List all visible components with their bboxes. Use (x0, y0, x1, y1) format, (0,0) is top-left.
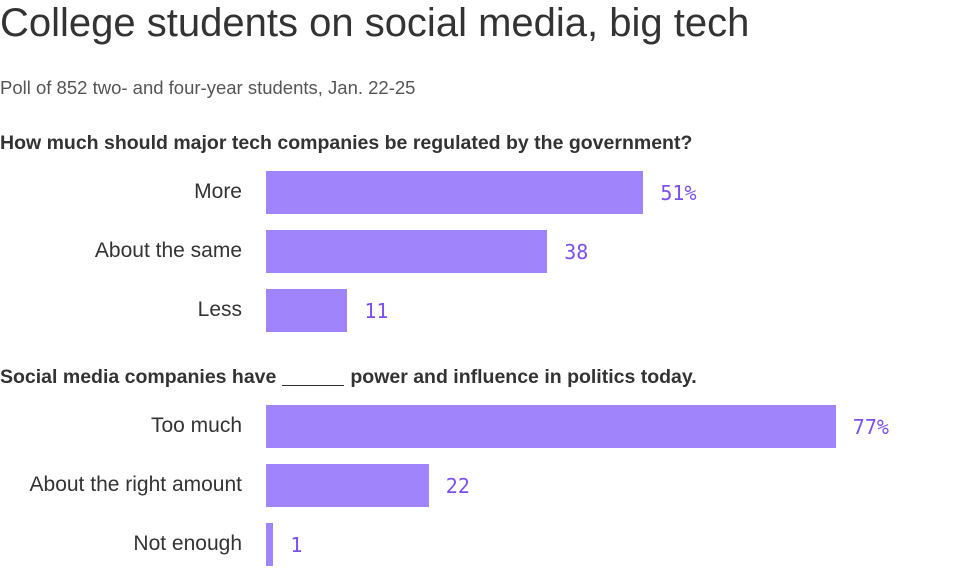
bar (266, 405, 836, 448)
category-label: More (194, 180, 242, 203)
value-label: 51% (660, 181, 697, 205)
value-label: 77% (852, 415, 889, 439)
bar (266, 523, 274, 566)
value-label: 1 (290, 533, 303, 557)
chart-subtitle: Poll of 852 two- and four-year students,… (0, 77, 416, 98)
category-label: Too much (150, 414, 242, 437)
category-label: About the same (94, 239, 242, 262)
value-label: 11 (364, 299, 389, 323)
chart-title: College students on social media, big te… (0, 1, 750, 45)
bar (266, 289, 348, 332)
question-2-title-start: Social media companies have (0, 366, 277, 388)
bar-chart-political-influence: Too much 77% About the right amount 22 Not e… (0, 405, 980, 570)
question-1-title: How much should major tech companies be … (0, 132, 693, 154)
bar-chart-regulation: More 51% About the same 38 Less 11 (0, 171, 980, 333)
fill-in-blank-line (282, 385, 345, 386)
question-2-title-end: power and influence in politics today. (350, 366, 697, 388)
category-label: About the right amount (29, 473, 242, 496)
category-label: Less (197, 298, 242, 321)
category-label: Not enough (133, 532, 242, 555)
value-label: 38 (564, 240, 589, 264)
bar (266, 171, 644, 214)
bar (266, 230, 548, 273)
question-2-title: Social media companies have power and inf… (0, 364, 697, 390)
bar (266, 464, 429, 507)
value-label: 22 (445, 474, 470, 498)
